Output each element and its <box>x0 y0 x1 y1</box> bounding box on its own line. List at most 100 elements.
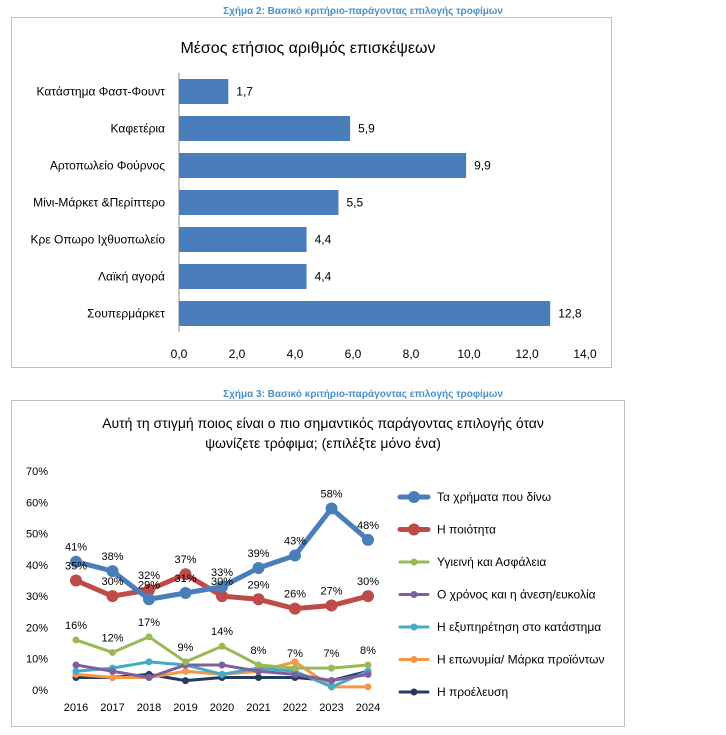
x-tick-label: 10,0 <box>457 347 481 361</box>
data-label: 12% <box>101 632 123 644</box>
series-marker <box>362 533 374 546</box>
series-marker <box>362 590 374 603</box>
x-tick-label: 8,0 <box>403 347 420 361</box>
series-marker <box>325 502 338 515</box>
line-chart-title: Αυτή τη στιγμή ποιος είναι ο πιο σημαντι… <box>102 415 544 431</box>
series-marker <box>328 664 335 672</box>
bar-category-label: Μίνι-Μάρκετ &Περίπτερο <box>33 196 165 210</box>
x-tick-label: 2023 <box>319 702 343 714</box>
series-marker <box>289 602 301 615</box>
x-tick-label: 2,0 <box>229 347 246 361</box>
bar-chart-panel: Μέσος ετήσιος αριθμός επισκέψεων Κατάστημ… <box>11 17 612 368</box>
bar <box>179 264 307 289</box>
x-tick-label: 2022 <box>283 702 307 714</box>
legend-label: Η επωνυμία/ Μάρκα προϊόντων <box>437 653 605 667</box>
x-tick-label: 2021 <box>246 702 270 714</box>
bar-category-label: Αρτοπωλείο Φούρνος <box>50 159 165 173</box>
legend-marker <box>410 656 418 663</box>
legend-marker <box>410 558 418 566</box>
x-tick-label: 2017 <box>100 702 124 714</box>
series-marker <box>109 673 116 681</box>
y-tick-label: 40% <box>26 560 48 572</box>
legend-marker <box>410 688 418 696</box>
y-tick-label: 50% <box>26 529 48 541</box>
bar-chart-title: Μέσος ετήσιος αριθμός επισκέψεων <box>180 40 435 57</box>
bar-value-label: 12,8 <box>558 307 582 321</box>
data-label: 32% <box>138 570 160 582</box>
bar <box>179 190 339 215</box>
series-marker <box>289 549 301 562</box>
data-label: 16% <box>65 620 87 632</box>
data-label: 48% <box>357 520 379 532</box>
series-marker <box>291 670 299 678</box>
bar <box>179 227 307 252</box>
data-label: 58% <box>320 489 342 501</box>
data-label: 29% <box>247 579 269 591</box>
y-tick-label: 10% <box>26 654 48 666</box>
series-marker <box>252 561 265 574</box>
x-tick-label: 0,0 <box>171 347 188 361</box>
legend-label: Η εξυπηρέτηση στο κατάστημα <box>437 620 601 634</box>
series-marker <box>70 574 82 587</box>
series-marker <box>179 587 192 600</box>
bar <box>179 116 351 141</box>
series-marker <box>216 590 228 603</box>
legend-marker <box>410 591 418 598</box>
series-marker <box>179 568 192 581</box>
legend-label: Η προέλευση <box>437 685 508 699</box>
bar-value-label: 4,4 <box>315 233 332 247</box>
series-marker <box>72 636 80 644</box>
line-chart: Αυτή τη στιγμή ποιος είναι ο πιο σημαντι… <box>26 415 605 714</box>
series-marker <box>364 683 372 691</box>
series-marker <box>109 667 116 675</box>
legend-marker <box>408 491 420 503</box>
series-marker <box>72 667 80 675</box>
legend-label: Ο χρόνος και η άνεση/ευκολία <box>437 588 596 602</box>
legend-marker <box>408 523 420 536</box>
line-chart-title: ψωνίζετε τρόφιμα; (επιλέξτε μόνο ένα) <box>205 435 441 451</box>
series-marker <box>291 664 299 672</box>
series-marker <box>72 661 80 669</box>
x-tick-label: 4,0 <box>287 347 304 361</box>
series-marker <box>145 673 153 681</box>
data-label: 43% <box>284 535 306 547</box>
x-tick-label: 2024 <box>356 702 380 714</box>
bar-category-label: Καφετέρια <box>111 122 166 136</box>
data-label: 39% <box>247 548 269 560</box>
bar-chart: Μέσος ετήσιος αριθμός επισκέψεων Κατάστημ… <box>31 40 597 361</box>
series-marker <box>291 658 299 666</box>
data-label: 41% <box>65 542 87 554</box>
legend-label: Υγιεινή και Ασφάλεια <box>437 555 546 569</box>
bar-value-label: 5,5 <box>347 196 364 210</box>
data-label: 31% <box>174 573 196 585</box>
bar-category-label: Κρε Οπωρο Ιχθυοπωλείο <box>31 233 166 247</box>
figure2-caption: Σχήμα 3: Βασικό κριτήριο-παράγοντας επιλ… <box>223 389 503 400</box>
x-tick-label: 2019 <box>173 702 197 714</box>
data-label: 33% <box>211 567 233 579</box>
series-marker <box>182 677 189 685</box>
data-label: 7% <box>287 648 303 660</box>
legend-marker <box>410 623 418 631</box>
y-tick-label: 30% <box>26 591 48 603</box>
legend-label: Τα χρήματα που δίνω <box>437 490 551 504</box>
data-label: 35% <box>65 561 87 573</box>
bar <box>179 79 229 104</box>
series-marker <box>255 661 262 669</box>
x-tick-label: 12,0 <box>515 347 539 361</box>
data-label: 27% <box>320 586 342 598</box>
legend-label: Η ποιότητα <box>437 523 496 537</box>
figure1-caption: Σχήμα 2: Βασικό κριτήριο-παράγοντας επιλ… <box>223 6 503 17</box>
bar <box>179 153 467 178</box>
data-label: 30% <box>211 576 233 588</box>
series-marker <box>182 667 189 675</box>
series-marker <box>106 590 119 603</box>
data-label: 37% <box>174 554 196 566</box>
series-marker <box>70 555 82 568</box>
bar-value-label: 1,7 <box>236 85 253 99</box>
data-label: 29% <box>138 579 160 591</box>
bar-value-label: 5,9 <box>358 122 375 136</box>
x-tick-label: 2016 <box>64 702 88 714</box>
series-marker <box>143 593 155 606</box>
series-marker <box>216 580 228 593</box>
data-label: 17% <box>138 617 160 629</box>
